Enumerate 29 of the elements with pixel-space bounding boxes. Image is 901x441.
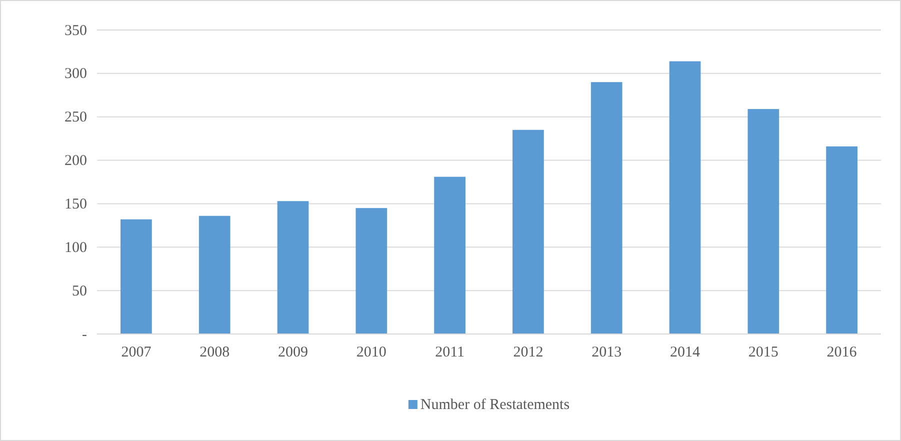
y-tick-label: 300 [64,66,87,82]
x-tick-label: 2011 [435,344,465,361]
bar [512,130,544,334]
y-tick-label: 200 [64,153,87,170]
y-tick-label: 100 [64,240,87,256]
bar [120,219,152,334]
bar [277,201,309,334]
y-tick-label: 350 [64,22,87,39]
y-tick-label: 250 [64,110,87,126]
x-tick-label: 2016 [826,344,858,361]
x-tick-label: 2013 [592,344,622,361]
bar [748,109,780,334]
bar [669,61,701,334]
bar [356,208,388,334]
bar [434,176,466,334]
bar [198,216,230,334]
y-tick-label: 150 [64,196,87,213]
y-tick-label: 50 [72,283,87,300]
x-tick-label: 2015 [748,344,778,361]
legend-label: Number of Restatements [420,397,570,413]
x-tick-label: 2007 [121,344,152,361]
bar [590,82,622,334]
y-tick-label: - [82,326,87,343]
x-tick-label: 2014 [670,344,700,361]
x-tick-label: 2010 [356,344,386,361]
x-tick-label: 2008 [200,344,230,361]
bar [826,146,858,334]
x-tick-label: 2012 [513,344,544,361]
x-tick-label: 2009 [278,344,308,361]
